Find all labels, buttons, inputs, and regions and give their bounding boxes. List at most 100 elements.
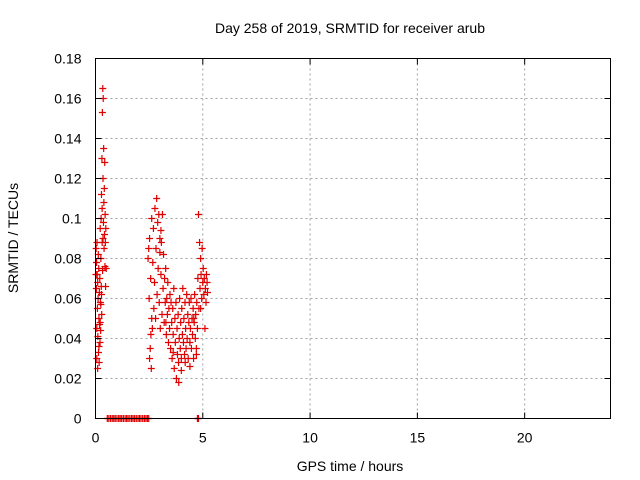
y-tick-label: 0.08 bbox=[54, 251, 81, 267]
data-point bbox=[181, 359, 189, 366]
data-point bbox=[100, 245, 108, 252]
data-point bbox=[145, 245, 153, 252]
grid-layer bbox=[95, 58, 611, 419]
data-point bbox=[93, 271, 101, 278]
data-point bbox=[169, 305, 177, 312]
data-point bbox=[202, 299, 210, 306]
x-tick-label: 20 bbox=[517, 430, 533, 446]
data-point bbox=[161, 275, 169, 282]
data-point bbox=[174, 311, 182, 318]
data-point bbox=[149, 225, 157, 232]
data-point bbox=[198, 295, 206, 302]
data-point bbox=[195, 211, 202, 218]
data-point bbox=[201, 325, 209, 332]
data-point bbox=[101, 211, 109, 218]
data-point bbox=[191, 335, 199, 342]
data-point bbox=[101, 231, 109, 238]
data-point bbox=[162, 319, 170, 326]
y-tick-label: 0.18 bbox=[54, 51, 81, 67]
data-point bbox=[197, 255, 205, 262]
data-point bbox=[98, 205, 106, 212]
data-point bbox=[172, 299, 180, 306]
data-point bbox=[180, 315, 188, 322]
data-point bbox=[154, 265, 162, 272]
data-point bbox=[183, 335, 191, 342]
data-point bbox=[101, 239, 109, 246]
data-point bbox=[93, 325, 101, 332]
data-point bbox=[148, 315, 156, 322]
data-point bbox=[196, 239, 204, 246]
data-point bbox=[204, 289, 212, 296]
data-point bbox=[167, 345, 175, 352]
data-point bbox=[186, 325, 194, 332]
data-point bbox=[100, 199, 108, 206]
data-point bbox=[187, 295, 195, 302]
x-tick-label: 5 bbox=[199, 430, 207, 446]
data-point bbox=[192, 351, 200, 358]
ticks-layer: 0 5 10 15 20 0 0.02 0.04 0.06 0.08 0.1 0.12 0.14 0.16… bbox=[54, 51, 611, 446]
data-point bbox=[95, 343, 103, 350]
data-point bbox=[168, 355, 176, 362]
data-point bbox=[95, 359, 103, 366]
data-point bbox=[203, 279, 211, 286]
data-point bbox=[201, 285, 209, 292]
y-tick-label: 0.14 bbox=[54, 131, 81, 147]
data-point bbox=[98, 155, 106, 162]
data-point bbox=[152, 245, 160, 252]
data-point bbox=[190, 315, 198, 322]
data-point bbox=[193, 299, 201, 306]
data-point bbox=[95, 349, 103, 356]
data-point bbox=[95, 265, 103, 272]
data-point bbox=[166, 325, 174, 332]
data-point bbox=[166, 291, 174, 298]
data-point bbox=[164, 339, 172, 346]
y-tick-label: 0.12 bbox=[54, 171, 81, 187]
data-point bbox=[146, 345, 154, 352]
data-point bbox=[177, 355, 185, 362]
data-point bbox=[186, 363, 194, 370]
data-point bbox=[156, 235, 164, 242]
data-point bbox=[97, 327, 105, 334]
data-point bbox=[191, 291, 199, 298]
data-point bbox=[147, 365, 155, 372]
data-point bbox=[175, 335, 183, 342]
data-point bbox=[92, 245, 100, 252]
data-point bbox=[96, 339, 104, 346]
data-point bbox=[169, 349, 177, 356]
data-point bbox=[171, 339, 179, 346]
data-point bbox=[148, 215, 156, 222]
data-point bbox=[98, 109, 106, 116]
data-point bbox=[102, 225, 110, 232]
data-point bbox=[184, 311, 192, 318]
data-point bbox=[153, 195, 161, 202]
data-point bbox=[157, 227, 165, 234]
points-layer bbox=[92, 85, 212, 422]
data-point bbox=[98, 311, 106, 318]
data-point bbox=[199, 265, 207, 272]
data-point bbox=[147, 275, 155, 282]
data-point bbox=[192, 345, 200, 352]
data-point bbox=[96, 319, 104, 326]
data-point bbox=[163, 311, 171, 318]
data-point bbox=[200, 291, 208, 298]
data-point bbox=[96, 275, 104, 282]
data-point bbox=[157, 271, 165, 278]
data-point bbox=[197, 305, 205, 312]
data-point bbox=[173, 351, 181, 358]
data-point bbox=[93, 259, 101, 266]
data-point bbox=[186, 339, 194, 346]
data-point bbox=[153, 291, 161, 298]
data-point bbox=[156, 249, 164, 256]
data-point bbox=[158, 211, 166, 218]
data-point bbox=[190, 355, 198, 362]
data-point bbox=[185, 299, 193, 306]
data-point bbox=[99, 235, 107, 242]
data-point bbox=[193, 325, 201, 332]
data-point bbox=[175, 379, 183, 386]
data-point bbox=[176, 295, 184, 302]
data-point bbox=[178, 331, 186, 338]
data-point bbox=[151, 205, 159, 212]
data-point bbox=[99, 85, 107, 92]
data-point bbox=[99, 219, 107, 226]
data-point bbox=[177, 319, 185, 326]
